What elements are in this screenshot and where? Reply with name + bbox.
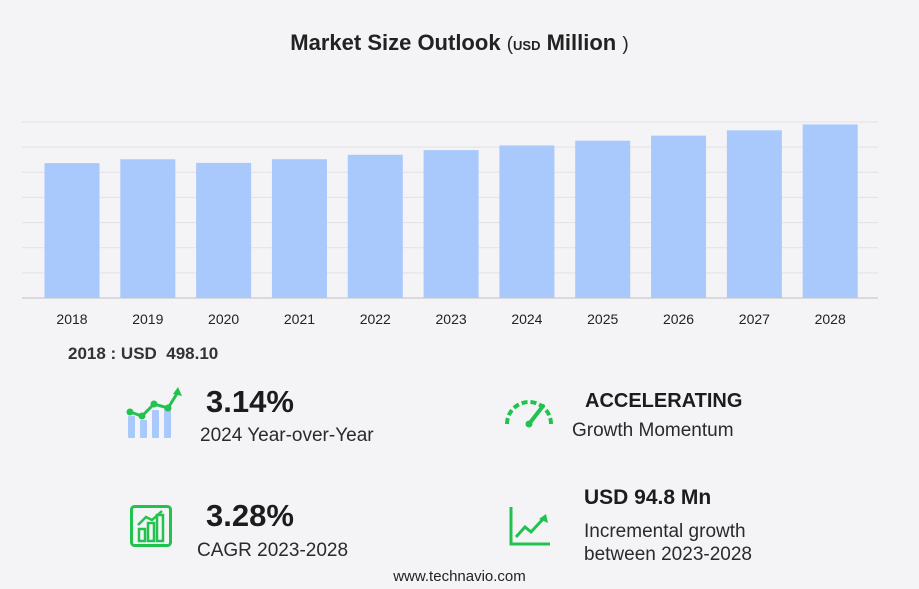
yoy-label: 2024 Year-over-Year	[200, 425, 374, 446]
cagr-label: CAGR 2023-2028	[197, 540, 349, 561]
x-tick-label: 2025	[587, 311, 618, 327]
bar-2027	[726, 130, 782, 298]
x-tick-label: 2022	[360, 311, 391, 327]
yoy-value: 3.14%	[206, 384, 294, 419]
trend-line-icon	[509, 507, 550, 546]
x-tick-label: 2026	[663, 311, 694, 327]
bar-2024	[499, 145, 555, 298]
footer-website: www.technavio.com	[393, 568, 526, 585]
bar-2020	[196, 162, 252, 298]
bar-2019	[120, 159, 176, 298]
x-tick-label: 2028	[815, 311, 846, 327]
x-tick-label: 2024	[511, 311, 542, 327]
growth-chart-icon	[126, 387, 182, 438]
x-tick-label: 2019	[132, 311, 163, 327]
bar-2023	[423, 150, 479, 298]
bar-growth-icon	[130, 505, 172, 547]
bar-2028	[802, 124, 858, 298]
title-unit-currency: USD	[513, 38, 541, 53]
x-tick-label: 2027	[739, 311, 770, 327]
momentum-value: ACCELERATING	[585, 390, 743, 412]
bar-2021	[271, 159, 327, 298]
incremental-label-line1: Incremental growth	[584, 521, 746, 542]
x-tick-label: 2018	[56, 311, 87, 327]
chart-x-labels: 2018 2019 2020 2021 2022 2023 2024 2025 2026 2027…	[56, 311, 846, 327]
bar-chart: 2018 2019 2020 2021 2022 2023 2024 2025 2026 2027…	[22, 121, 878, 327]
bar-2022	[347, 154, 403, 298]
x-tick-label: 2023	[436, 311, 467, 327]
x-tick-label: 2021	[284, 311, 315, 327]
cagr-value: 3.28%	[206, 498, 294, 533]
title-unit-close: )	[622, 34, 629, 55]
bar-2026	[651, 135, 707, 298]
x-tick-label: 2020	[208, 311, 239, 327]
incremental-label-line2: between 2023-2028	[584, 544, 752, 565]
bar-2025	[575, 140, 631, 298]
incremental-value: USD 94.8 Mn	[584, 486, 712, 509]
speedometer-icon	[505, 400, 553, 428]
page-title: Market Size Outlook (USD Million )	[0, 30, 919, 56]
bar-2018	[44, 163, 100, 298]
title-unit-open: (	[506, 34, 514, 55]
base-year-value: 2018 : USD 498.10	[68, 344, 219, 363]
momentum-label: Growth Momentum	[572, 420, 734, 441]
chart-bars	[44, 124, 858, 298]
title-text: Market Size Outlook	[290, 30, 501, 55]
title-unit-scale: Million	[546, 30, 617, 55]
